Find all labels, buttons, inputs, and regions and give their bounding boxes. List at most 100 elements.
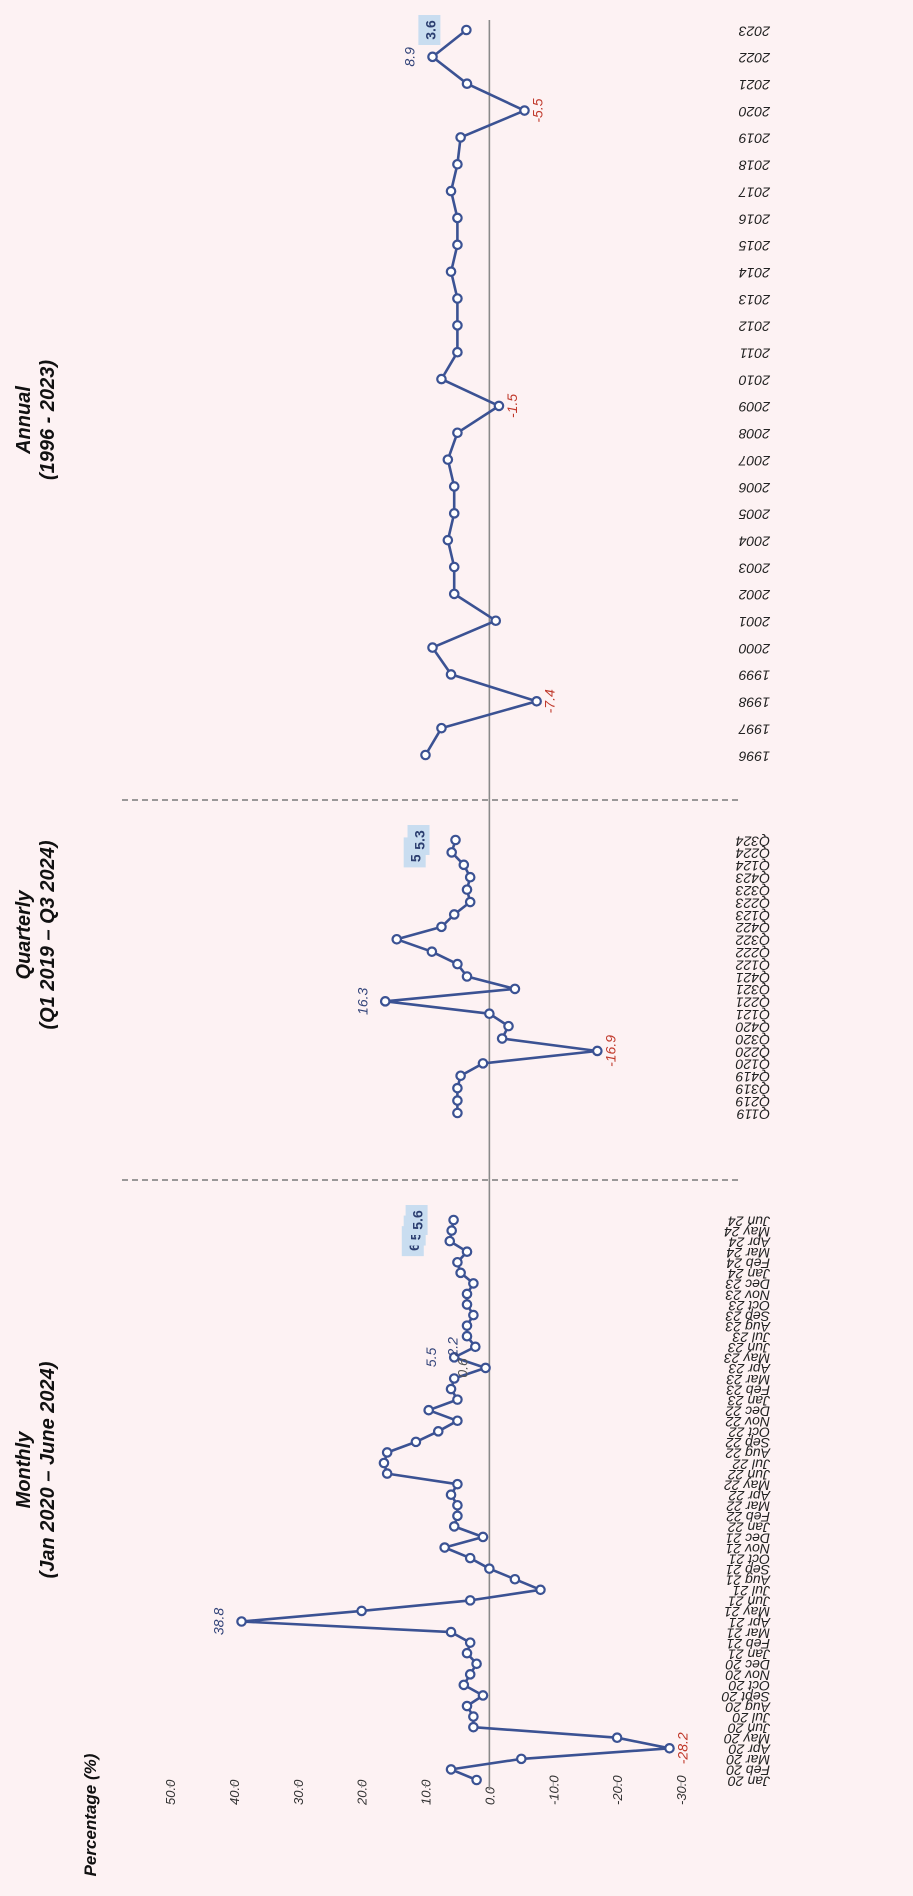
data-point bbox=[378, 1457, 390, 1469]
panel-title-line2: (Jan 2020 – June 2024) bbox=[37, 1361, 59, 1578]
category-label: 2007 bbox=[738, 453, 771, 469]
category-label: Q423 bbox=[736, 871, 770, 887]
category-label: Jan 21 bbox=[728, 1647, 771, 1663]
data-label: 3.6 bbox=[422, 20, 438, 40]
category-label: May 20 bbox=[724, 1731, 770, 1747]
category-label: Q219 bbox=[736, 1094, 770, 1110]
value-tick-label: 30.0 bbox=[291, 1779, 306, 1805]
category-label: Mar 23 bbox=[726, 1372, 770, 1388]
data-point bbox=[379, 996, 391, 1007]
value-tick-label: 50.0 bbox=[163, 1779, 178, 1805]
data-point bbox=[452, 1095, 463, 1106]
category-label: Oct 20 bbox=[729, 1678, 770, 1694]
category-label: Q322 bbox=[736, 933, 770, 949]
category-label: Jun 22 bbox=[728, 1467, 771, 1483]
panel-title: Monthly (Jan 2020 – June 2024) bbox=[13, 1361, 59, 1578]
category-label: 2020 bbox=[739, 104, 771, 120]
data-point bbox=[448, 588, 460, 600]
data-point bbox=[519, 105, 530, 116]
data-point bbox=[450, 834, 461, 846]
data-point bbox=[509, 1573, 521, 1585]
data-point bbox=[432, 1426, 444, 1437]
category-label: Apr 23 bbox=[729, 1361, 771, 1377]
series-line bbox=[240, 1219, 671, 1782]
category-label: May 23 bbox=[724, 1351, 770, 1367]
data-point bbox=[452, 320, 463, 331]
data-point bbox=[446, 1225, 457, 1236]
data-point bbox=[464, 1552, 476, 1564]
data-point bbox=[442, 534, 454, 546]
category-label: May 22 bbox=[724, 1477, 770, 1493]
category-label: Dec 21 bbox=[726, 1530, 770, 1546]
category-label: Mar 20 bbox=[726, 1752, 770, 1768]
data-point bbox=[490, 615, 502, 627]
category-label: Oct 21 bbox=[729, 1551, 770, 1567]
category-label: Q124 bbox=[736, 858, 770, 874]
data-label-box: 5.3 bbox=[407, 825, 430, 855]
category-label: 2003 bbox=[739, 560, 771, 576]
data-label: -5.5 bbox=[530, 98, 546, 122]
category-label: Jun 21 bbox=[728, 1594, 771, 1610]
category-label: Mar 21 bbox=[726, 1625, 770, 1641]
data-point bbox=[452, 1499, 463, 1511]
category-label: 2010 bbox=[739, 372, 771, 388]
panel-title-line1: Monthly bbox=[13, 1431, 35, 1509]
data-point bbox=[461, 884, 473, 895]
data-point bbox=[448, 1214, 459, 1226]
category-label: 2022 bbox=[739, 50, 771, 66]
data-point bbox=[503, 1020, 514, 1032]
category-label: Q221 bbox=[736, 995, 770, 1011]
category-label: Dec 23 bbox=[725, 1277, 770, 1293]
data-point bbox=[452, 293, 463, 304]
data-point bbox=[461, 1330, 473, 1342]
data-point bbox=[410, 1436, 422, 1448]
category-label: Q419 bbox=[736, 1069, 770, 1085]
data-point bbox=[496, 1033, 508, 1044]
data-point bbox=[477, 1058, 489, 1069]
category-label: 2002 bbox=[739, 587, 771, 603]
category-label: Q324 bbox=[736, 833, 770, 849]
category-label: Q119 bbox=[737, 1106, 770, 1122]
category-label: Q321 bbox=[736, 982, 770, 998]
data-point bbox=[423, 1404, 434, 1416]
data-point bbox=[356, 1605, 367, 1617]
data-label: 2.2 bbox=[444, 1337, 460, 1358]
data-label-box-bg bbox=[407, 825, 430, 855]
data-point bbox=[458, 1679, 470, 1691]
category-label: Sept 20 bbox=[722, 1689, 770, 1705]
panel-quarterly: Quarterly (Q1 2019 – Q3 2024) Q119Q219Q319… bbox=[13, 825, 770, 1122]
data-point bbox=[452, 212, 463, 224]
data-point bbox=[452, 1478, 463, 1490]
series-line bbox=[424, 28, 538, 756]
data-point bbox=[445, 1626, 457, 1638]
data-point bbox=[445, 669, 457, 680]
category-label: Apr 20 bbox=[729, 1742, 771, 1758]
data-label: 8.9 bbox=[402, 47, 418, 67]
data-label: 5.3 bbox=[412, 830, 428, 850]
data-point bbox=[445, 1489, 457, 1501]
data-point bbox=[471, 1658, 482, 1670]
category-label: 2018 bbox=[739, 158, 771, 174]
data-point bbox=[448, 561, 460, 573]
category-label: Jun 24 bbox=[728, 1213, 771, 1229]
panel-title-line1: Quarterly bbox=[13, 890, 35, 980]
panel-annual: Annual (1996 - 2023) 1996 1997 1998 1999 2000 2… bbox=[13, 15, 771, 764]
category-label: 2011 bbox=[740, 346, 771, 362]
data-point bbox=[468, 1711, 479, 1722]
panel-title: Annual (1996 - 2023) bbox=[13, 360, 59, 480]
data-label-box: 5.6 bbox=[405, 1205, 428, 1235]
category-label: Nov 21 bbox=[726, 1541, 770, 1557]
category-label: 2000 bbox=[739, 641, 771, 657]
data-point bbox=[448, 1373, 460, 1384]
panel-title-line2: (1996 - 2023) bbox=[37, 360, 59, 480]
category-label: Q323 bbox=[736, 883, 770, 899]
category-label: Q220 bbox=[736, 1044, 770, 1060]
category-label: Apr 21 bbox=[729, 1615, 771, 1631]
category-label: Mar 22 bbox=[726, 1499, 770, 1515]
category-label: Feb 21 bbox=[726, 1636, 770, 1652]
data-point bbox=[461, 1288, 473, 1300]
data-point bbox=[452, 1510, 463, 1522]
series-line bbox=[383, 839, 599, 1113]
